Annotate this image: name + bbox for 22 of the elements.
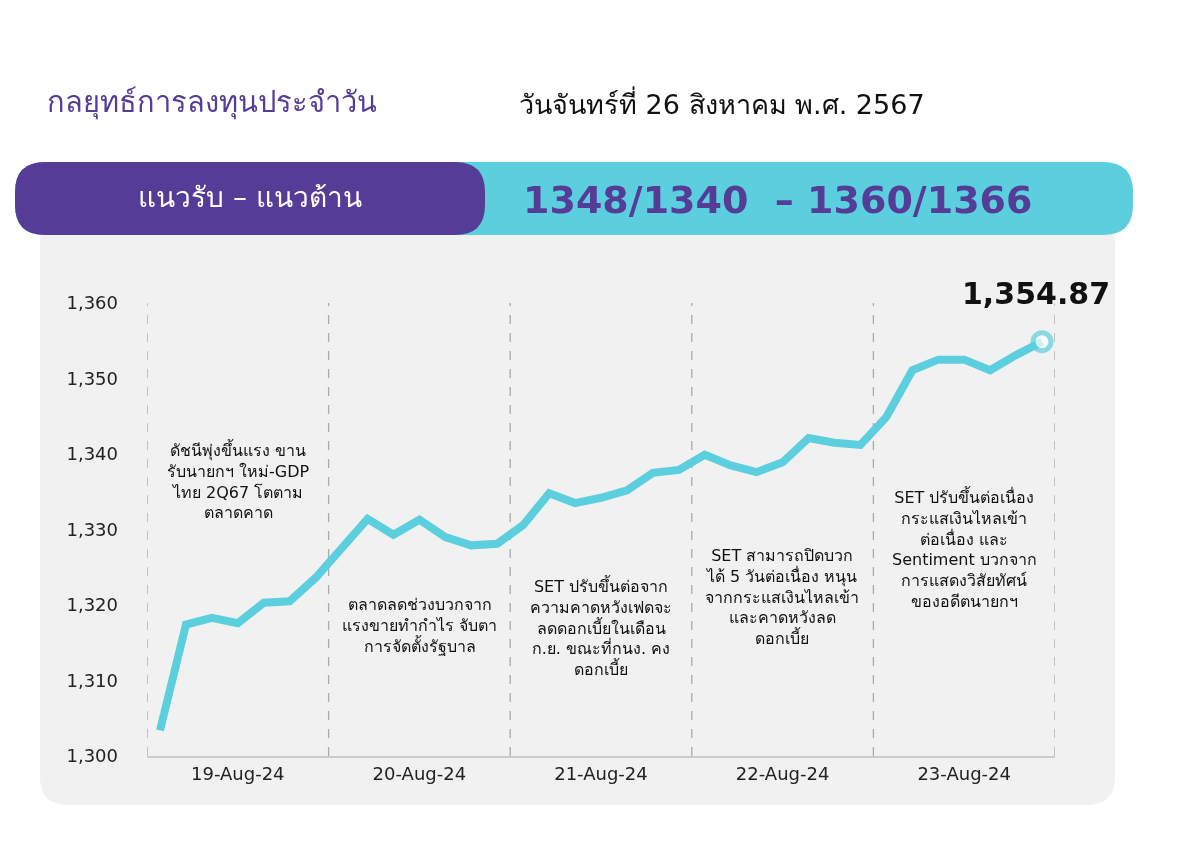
y-tick-label: 1,360 bbox=[66, 292, 118, 314]
x-tick-label: 22-Aug-24 bbox=[735, 762, 830, 784]
chart-title: กลยุทธ์การลงทุนประจำวัน bbox=[47, 85, 377, 120]
annotation: SET สามารถปิดบวก ได้ 5 วันต่อเนื่อง หนุน จากกระแสเงินไหลเข้า และคาดหวังลด ดอกเบี้ย bbox=[705, 546, 860, 649]
x-tick-label: 23-Aug-24 bbox=[917, 762, 1011, 784]
annotation: ดัชนีพุ่งขึ้นแรง ขาน รับนายกฯ ใหม่-GDP ไทย 2Q67 โตตาม ตลาดคาด bbox=[167, 439, 310, 523]
y-tick-label: 1,340 bbox=[66, 443, 118, 465]
y-tick-label: 1,310 bbox=[66, 669, 118, 691]
text: 1348/1340 – 1360/1366 bbox=[523, 178, 1033, 222]
y-tick-label: 1,320 bbox=[66, 594, 118, 616]
data-label: 1,354.87 bbox=[962, 276, 1111, 311]
text: แนวรับ – แนวต้าน bbox=[138, 181, 362, 214]
annotation: SET ปรับขึ้นต่อเนื่อง กระแสเงินไหลเข้า ต่อเนื่อง และ Sentiment บวกจาก การแสดงวิสัยทัศน์ ของอดีตนายกฯ bbox=[892, 486, 1037, 611]
chart-subtitle: วันจันทร์ที่ 26 สิงหาคม พ.ศ. 2567 bbox=[519, 86, 925, 120]
y-tick-label: 1,350 bbox=[66, 367, 118, 389]
x-tick-label: 19-Aug-24 bbox=[191, 762, 285, 784]
annotation: SET ปรับขึ้นต่อจาก ความคาดหวังเฟดจะ ลดดอกเบี้ยในเดือน ก.ย. ขณะที่กนง. คง ดอกเบี้ย bbox=[530, 575, 672, 680]
x-tick-label: 20-Aug-24 bbox=[372, 762, 467, 784]
x-tick-label: 21-Aug-24 bbox=[554, 762, 648, 784]
y-tick-label: 1,330 bbox=[66, 518, 118, 540]
annotation: ตลาดลดช่วงบวกจาก แรงขายทำกำไร จับตา การจัดตั้งรัฐบาล bbox=[342, 595, 498, 656]
y-tick-label: 1,300 bbox=[66, 745, 118, 767]
